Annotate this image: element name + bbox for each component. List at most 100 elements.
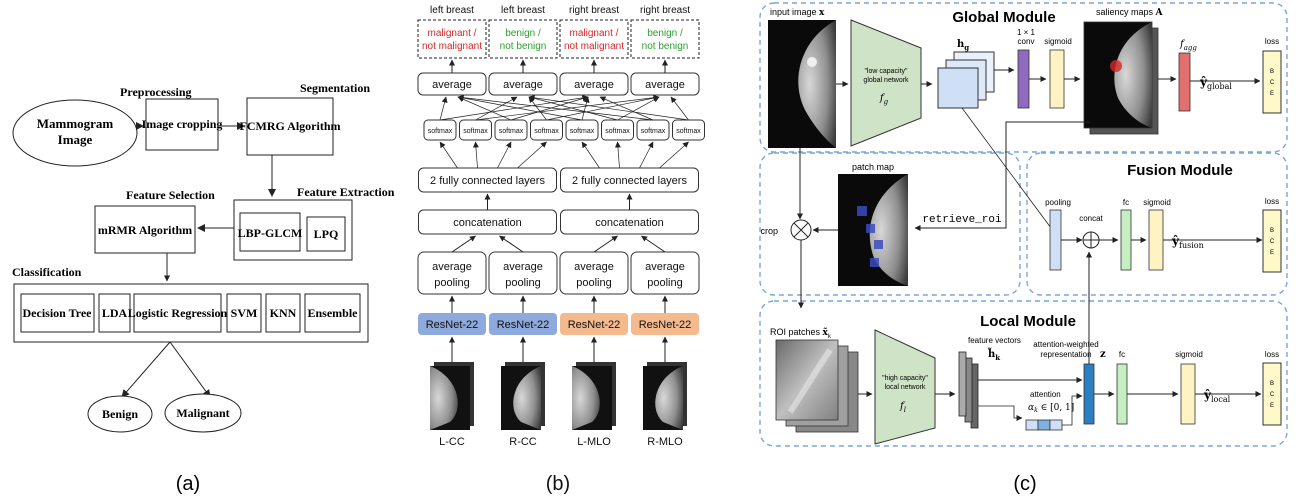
bce-global-b: B — [1270, 69, 1274, 75]
arrow-softmax6-to-average4 — [617, 96, 660, 121]
z-symbol: z — [1100, 349, 1106, 360]
mrmr-label: mRMR Algorithm — [98, 223, 192, 237]
panel-a: Mammogram Image Preprocessing Image crop… — [12, 81, 395, 495]
fc-fusion-label: fc — [1123, 198, 1129, 207]
arrow-softmax2-to-average2 — [475, 96, 518, 121]
lbp-glcm-label: LBP-GLCM — [238, 226, 303, 240]
arrow-softmax8-to-average4 — [670, 96, 689, 121]
fc-local-label: fc — [1119, 350, 1125, 359]
output-box-4 — [630, 19, 700, 59]
knn-label: KNN — [270, 306, 297, 320]
output-line2-3: not malignant — [564, 41, 624, 52]
resnet-label-2: ResNet-22 — [497, 319, 550, 331]
arrow-to-benign — [121, 341, 171, 398]
fc-local-block — [1116, 363, 1128, 425]
knn-box — [265, 293, 301, 333]
preprocessing-label: Preprocessing — [120, 85, 192, 99]
sigmoid-local-block — [1180, 363, 1196, 425]
view-label-3: L-MLO — [577, 436, 611, 448]
arrow-fc1-to-softmax-1 — [439, 141, 458, 169]
arrow-softmax3-to-average1 — [457, 96, 512, 121]
arrow-fc1-to-softmax-3 — [497, 141, 512, 169]
segmentation-label: Segmentation — [300, 81, 370, 95]
sigmoid-fusion-label: sigmoid — [1143, 198, 1171, 207]
patch-marker-1 — [857, 206, 867, 216]
pooling-label: pooling — [1045, 198, 1071, 207]
arrow-pool-to-concat-2 — [499, 235, 524, 253]
conv-block — [1017, 49, 1030, 109]
arrow-saliency-to-retrieve — [914, 121, 1090, 231]
arrow-pool-to-concat-3 — [593, 235, 618, 253]
sigmoid-fusion-block — [1148, 209, 1164, 271]
view-breast-shape-4 — [655, 366, 683, 430]
lpq-label: LPQ — [314, 227, 339, 241]
bce-local-c: C — [1270, 392, 1275, 398]
patch-map-breast — [869, 174, 908, 286]
output-line1-2: benign / — [505, 28, 541, 39]
image-cropping-box — [145, 98, 219, 151]
svm-label: SVM — [231, 306, 258, 320]
loss-fusion-block — [1262, 209, 1282, 273]
softmax-label-2: softmax — [463, 128, 488, 135]
output-line2-4: not benign — [642, 41, 689, 52]
view-label-2: R-CC — [509, 436, 537, 448]
concat-label: concat — [1079, 214, 1103, 223]
resnet-box-1 — [418, 313, 486, 335]
attention-cell-1 — [1025, 419, 1039, 431]
arrow-softmax7-to-average3 — [599, 96, 654, 121]
output-line2-1: not malignant — [422, 41, 482, 52]
arrow-fc2-to-softmax-4 — [659, 141, 689, 169]
output-box-1 — [417, 19, 487, 59]
fc-fusion-block — [1120, 209, 1132, 271]
avg-pool-label1-1: average — [432, 261, 472, 273]
crop-label: crop — [760, 226, 778, 236]
logistic-regression-box — [133, 293, 222, 333]
arrow-attention-to-z — [1062, 393, 1083, 426]
malignant-node — [164, 393, 242, 433]
low-capacity-label-2: global network — [863, 77, 909, 84]
arrow-softmax4-to-average2 — [528, 96, 547, 121]
saliency-label: saliency maps A — [1096, 7, 1164, 18]
fl-symbol: fl — [899, 401, 906, 414]
local-network-shape — [874, 329, 936, 445]
ylocal-symbol: ŷlocal — [1203, 388, 1231, 404]
sigmoid-global-label: sigmoid — [1044, 37, 1072, 46]
crop-cross-2 — [793, 222, 809, 238]
softmax-label-5: softmax — [570, 128, 595, 135]
view-label-4: R-MLO — [647, 436, 683, 448]
fagg-symbol: fagg — [1179, 39, 1197, 52]
input-breast-shape — [798, 20, 836, 148]
input-image-label: input image x — [770, 7, 825, 18]
breast-title-2: left breast — [501, 5, 545, 16]
fusion-module-border — [1026, 152, 1288, 296]
mrmr-box — [94, 205, 196, 254]
softmax-label-3: softmax — [499, 128, 524, 135]
softmax-label-6: softmax — [605, 128, 630, 135]
arrow-features-to-attention — [978, 405, 1023, 421]
roi-texture — [787, 348, 833, 414]
avg-pool-label2-1: pooling — [434, 277, 469, 289]
global-network-shape — [850, 19, 922, 147]
output-line1-1: malignant / — [428, 28, 477, 39]
bce-local-b: B — [1270, 381, 1274, 387]
output-box-3 — [559, 19, 629, 59]
view-breast-shape-2 — [513, 366, 541, 430]
avg-pool-label1-3: average — [574, 261, 614, 273]
resnet-box-2 — [489, 313, 557, 335]
loss-global-block — [1262, 50, 1282, 114]
softmax-label-7: softmax — [641, 128, 666, 135]
resnet-box-3 — [560, 313, 628, 335]
view-breast-shape-3 — [572, 366, 600, 430]
bce-global-e: E — [1270, 91, 1274, 97]
view-label-1: L-CC — [439, 436, 465, 448]
mammogram-image-node — [12, 99, 138, 167]
feature-extraction-label: Feature Extraction — [297, 185, 395, 199]
patch-marker-4 — [870, 258, 879, 267]
softmax-label-1: softmax — [428, 128, 453, 135]
benign-node — [87, 395, 153, 433]
avg-pool-label2-3: pooling — [576, 277, 611, 289]
concatenation-label-2: concatenation — [595, 217, 664, 229]
mammogram-label-2: Image — [58, 132, 93, 147]
loss-global-label: loss — [1265, 37, 1279, 46]
fc-layers-label-1: 2 fully connected layers — [430, 175, 545, 187]
